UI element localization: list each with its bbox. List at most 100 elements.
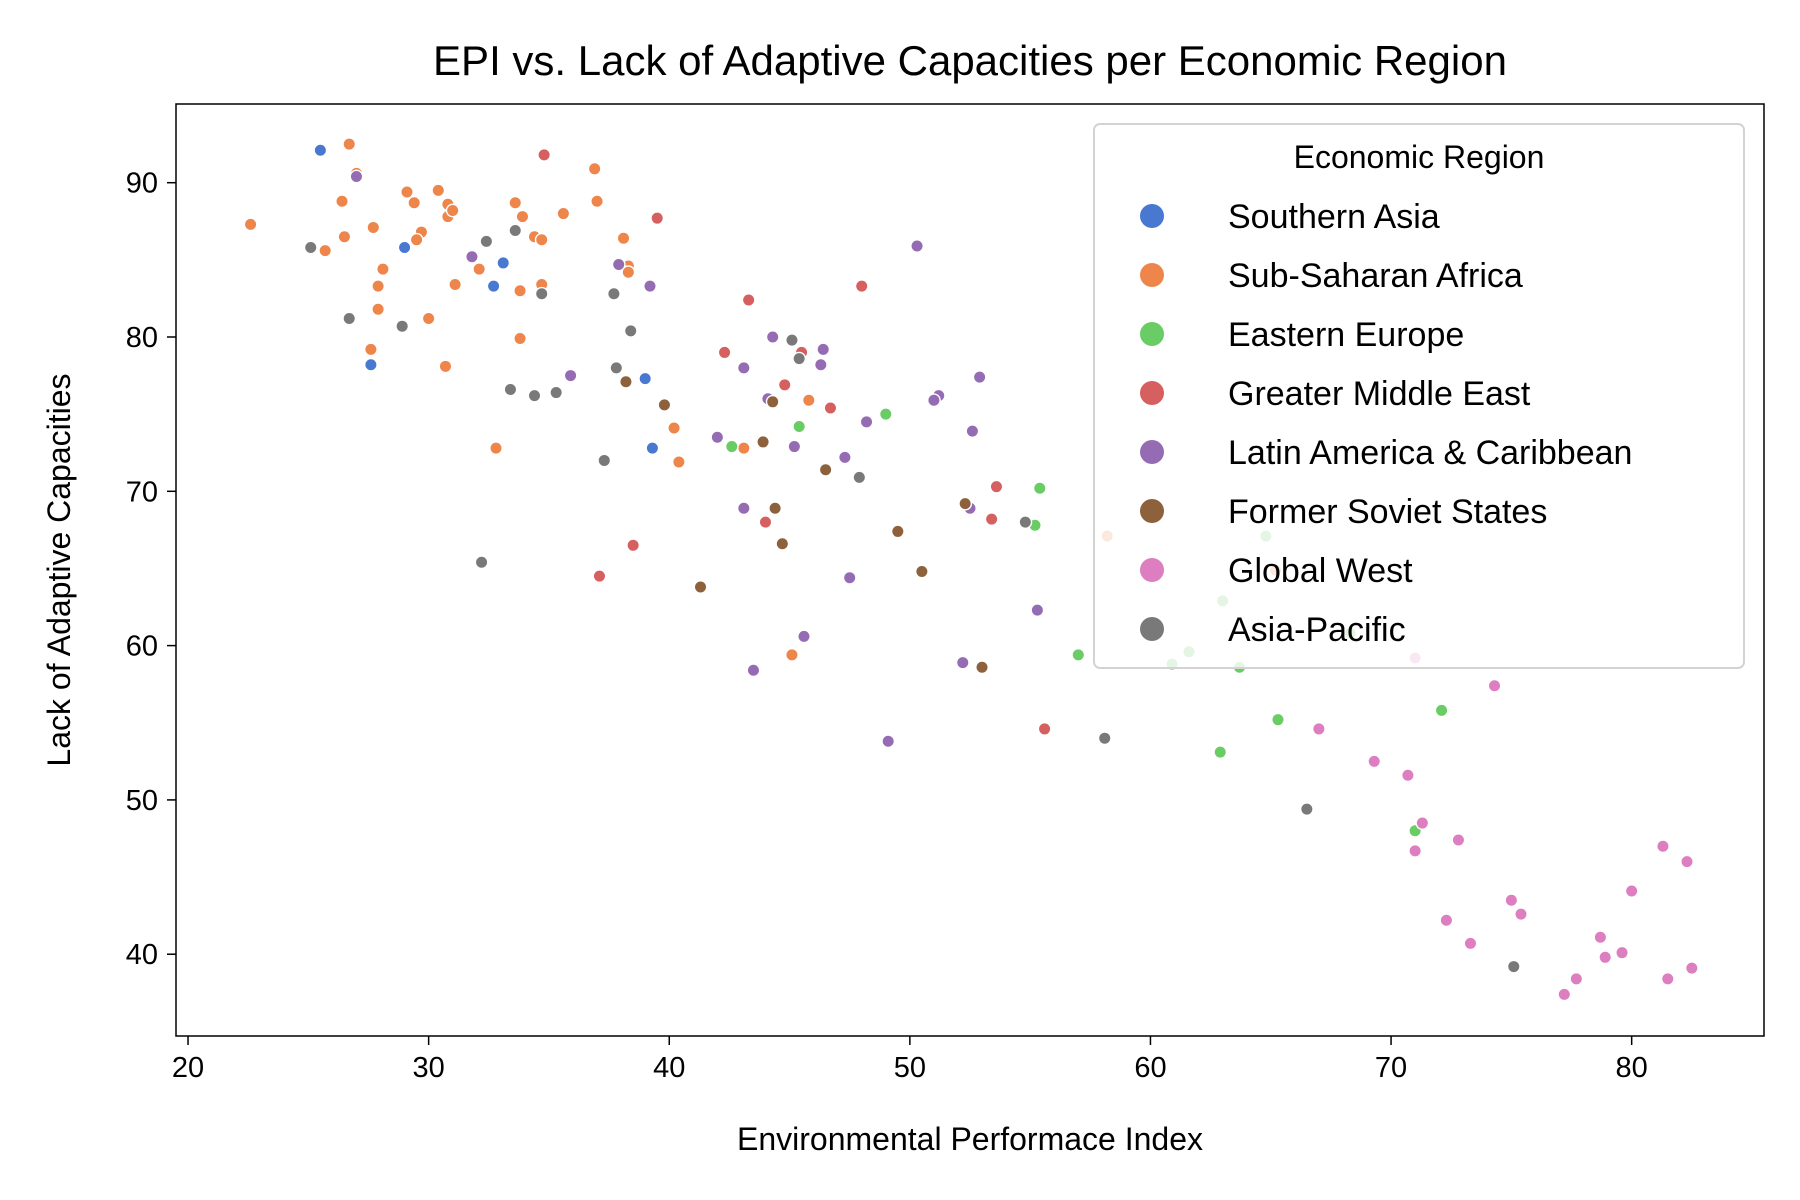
data-point-former-soviet-states: [775, 536, 790, 551]
data-point-sub-saharan-africa: [616, 231, 631, 246]
data-point-sub-saharan-africa: [489, 441, 503, 455]
data-point-latin-america-caribbean: [465, 249, 479, 264]
data-point-former-soviet-states: [890, 524, 905, 539]
data-point-latin-america-caribbean: [563, 368, 578, 383]
data-point-sub-saharan-africa: [363, 342, 378, 357]
data-point-asia-pacific: [1299, 802, 1314, 817]
data-point-global-west: [1463, 936, 1478, 951]
legend-label: Asia-Pacific: [1228, 611, 1406, 649]
legend-marker-eastern-europe: [1140, 322, 1164, 346]
data-point-sub-saharan-africa: [400, 185, 414, 199]
data-point-former-soviet-states: [657, 397, 672, 412]
data-point-latin-america-caribbean: [859, 414, 874, 429]
data-point-sub-saharan-africa: [407, 195, 422, 210]
data-point-sub-saharan-africa: [366, 220, 381, 235]
data-point-southern-asia: [397, 240, 412, 255]
data-point-global-west: [1401, 768, 1415, 783]
data-point-global-west: [1593, 930, 1608, 945]
data-point-asia-pacific: [303, 240, 318, 255]
data-point-sub-saharan-africa: [508, 195, 523, 210]
data-point-global-west: [1569, 972, 1584, 986]
legend-box: [1093, 123, 1745, 669]
data-point-asia-pacific: [1097, 731, 1112, 746]
data-point-southern-asia: [645, 441, 660, 455]
data-point-asia-pacific: [609, 360, 624, 375]
data-point-southern-asia: [496, 256, 511, 270]
data-point-eastern-europe: [1213, 745, 1228, 759]
data-point-latin-america-caribbean: [1030, 603, 1045, 618]
data-point-global-west: [1557, 987, 1572, 1002]
data-point-latin-america-caribbean: [787, 439, 802, 454]
data-point-sub-saharan-africa: [736, 441, 751, 455]
data-point-southern-asia: [313, 143, 328, 158]
data-point-global-west: [1451, 833, 1466, 847]
data-point-sub-saharan-africa: [513, 283, 527, 298]
data-point-global-west: [1615, 945, 1629, 960]
data-point-latin-america-caribbean: [643, 279, 657, 293]
data-point-former-soviet-states: [818, 462, 833, 477]
legend-items: Southern Asia Sub-Saharan Africa Eastern E…: [1140, 198, 1632, 649]
data-point-eastern-europe: [1434, 703, 1449, 718]
data-point-global-west: [1656, 839, 1670, 854]
legend-label: Sub-Saharan Africa: [1228, 257, 1523, 295]
data-point-greater-middle-east: [592, 569, 607, 584]
data-point-eastern-europe: [724, 439, 739, 454]
data-point-sub-saharan-africa: [667, 421, 681, 435]
data-point-sub-saharan-africa: [671, 455, 686, 469]
data-point-latin-america-caribbean: [736, 501, 751, 516]
data-point-global-west: [1408, 843, 1423, 858]
data-point-greater-middle-east: [650, 211, 665, 226]
data-point-sub-saharan-africa: [587, 161, 602, 176]
data-point-global-west: [1504, 893, 1519, 908]
legend-title: Economic Region: [1294, 139, 1545, 175]
data-point-sub-saharan-africa: [448, 277, 463, 292]
data-point-latin-america-caribbean: [816, 342, 831, 357]
data-point-latin-america-caribbean: [710, 430, 725, 445]
data-point-asia-pacific: [785, 333, 799, 347]
data-point-greater-middle-east: [854, 279, 869, 293]
x-tick-label: 20: [172, 1052, 204, 1084]
data-point-global-west: [1415, 816, 1430, 830]
data-point-former-soviet-states: [768, 501, 783, 516]
y-tick-label: 60: [126, 631, 158, 663]
data-point-global-west: [1439, 913, 1454, 928]
data-point-sub-saharan-africa: [445, 203, 460, 218]
data-point-sub-saharan-africa: [513, 331, 527, 346]
data-point-greater-middle-east: [717, 345, 732, 360]
legend-label: Greater Middle East: [1228, 375, 1531, 413]
data-point-latin-america-caribbean: [881, 734, 896, 749]
data-point-sub-saharan-africa: [621, 265, 636, 280]
data-point-latin-america-caribbean: [955, 655, 970, 670]
legend-marker-greater-middle-east: [1140, 381, 1164, 405]
y-tick-label: 70: [126, 476, 158, 508]
x-tick-label: 70: [1375, 1052, 1407, 1084]
data-point-latin-america-caribbean: [746, 663, 761, 678]
chart-title: EPI vs. Lack of Adaptive Capacities per …: [433, 37, 1507, 84]
data-point-sub-saharan-africa: [590, 194, 604, 209]
data-point-latin-america-caribbean: [965, 424, 980, 439]
legend-label: Southern Asia: [1228, 198, 1440, 236]
data-point-asia-pacific: [852, 470, 867, 485]
data-point-eastern-europe: [792, 419, 807, 434]
data-point-southern-asia: [486, 279, 501, 293]
data-point-asia-pacific: [474, 555, 489, 570]
x-axis-ticks: 20 30 40 50 60 70 80: [172, 1036, 1648, 1084]
data-point-latin-america-caribbean: [813, 357, 828, 372]
data-point-southern-asia: [363, 357, 378, 372]
data-point-sub-saharan-africa: [438, 359, 453, 374]
data-point-asia-pacific: [479, 234, 494, 249]
data-point-eastern-europe: [1032, 481, 1047, 496]
x-tick-label: 80: [1616, 1052, 1648, 1084]
data-point-eastern-europe: [878, 407, 893, 422]
plot-frame: [175, 103, 1765, 1037]
data-points: [243, 137, 1699, 1002]
data-point-asia-pacific: [1018, 515, 1033, 530]
legend-marker-former-soviet-states: [1140, 499, 1164, 523]
data-point-southern-asia: [638, 371, 653, 386]
legend-marker-global-west: [1140, 558, 1164, 582]
data-point-sub-saharan-africa: [431, 183, 446, 198]
data-point-sub-saharan-africa: [337, 229, 352, 244]
data-point-global-west: [1311, 722, 1326, 736]
data-point-former-soviet-states: [693, 580, 708, 594]
